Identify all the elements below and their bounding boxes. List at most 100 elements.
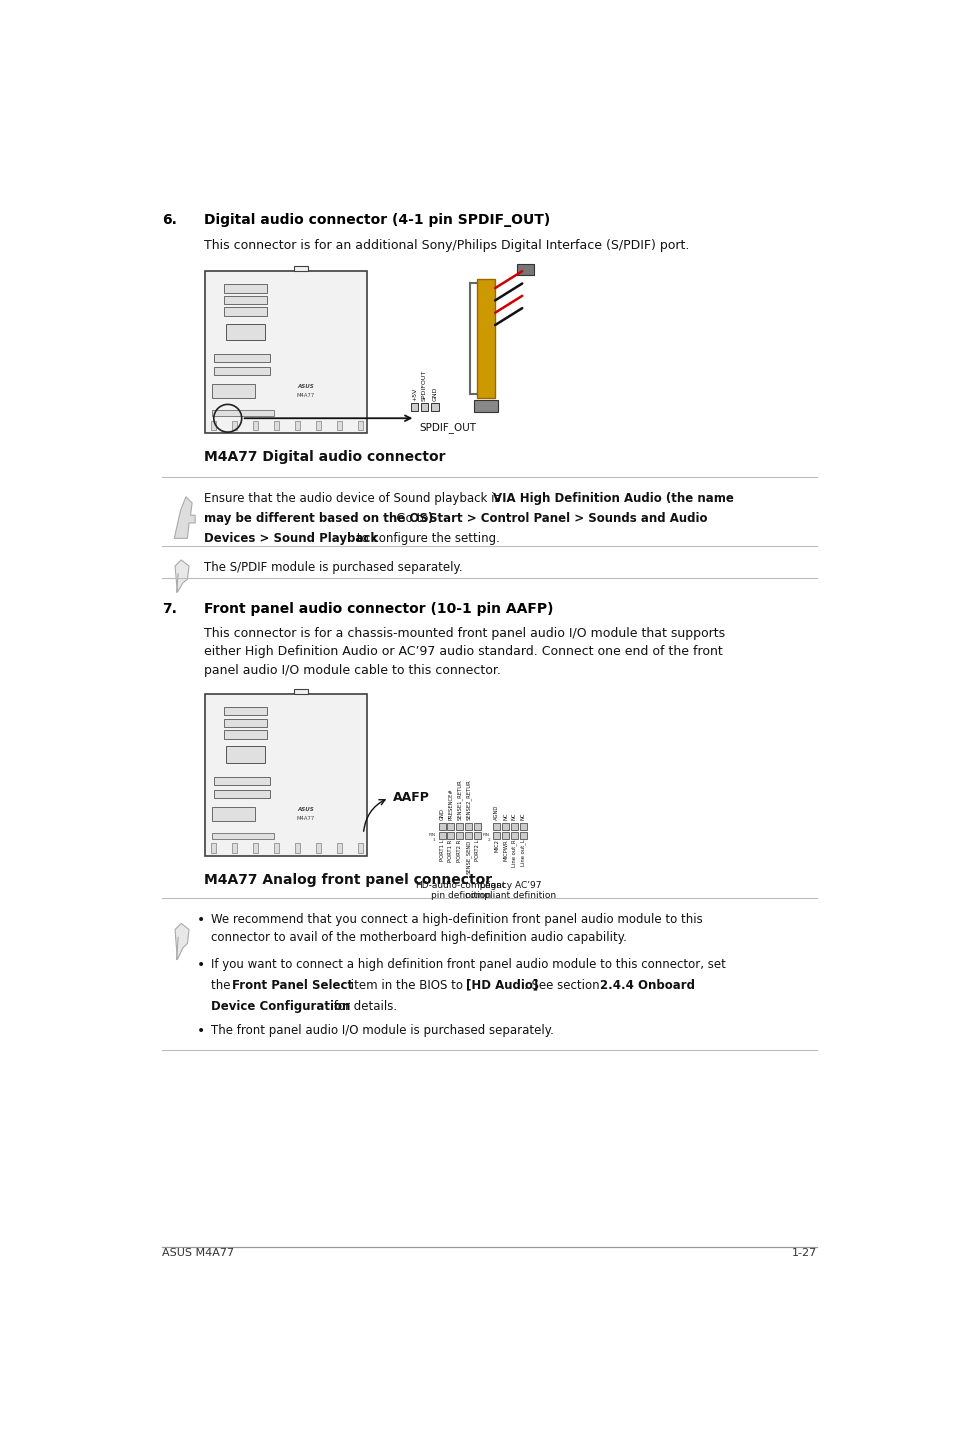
Bar xyxy=(253,421,258,430)
Text: 7.: 7. xyxy=(162,601,176,616)
Text: PORT2 R: PORT2 R xyxy=(456,839,462,862)
Bar xyxy=(511,832,517,839)
Bar xyxy=(294,266,308,271)
Text: •: • xyxy=(196,958,205,972)
Bar xyxy=(501,832,509,839)
Text: HD-audio-compliant
pin definition: HD-audio-compliant pin definition xyxy=(416,881,505,901)
Text: PIN: PIN xyxy=(482,833,490,838)
Text: ASUS: ASUS xyxy=(296,384,314,390)
Text: GND: GND xyxy=(439,808,444,821)
Text: PORT1 L: PORT1 L xyxy=(439,839,444,861)
Bar xyxy=(212,384,254,398)
Bar xyxy=(274,421,279,430)
Text: •: • xyxy=(196,914,205,928)
Bar xyxy=(517,265,534,275)
Text: ASUS: ASUS xyxy=(296,806,314,812)
Text: Digital audio connector (4-1 pin SPDIF_OUT): Digital audio connector (4-1 pin SPDIF_O… xyxy=(204,213,550,228)
Text: MIC2: MIC2 xyxy=(494,839,498,852)
Bar xyxy=(474,823,480,829)
Text: PORT1 R: PORT1 R xyxy=(448,839,453,862)
Text: NC: NC xyxy=(512,813,517,821)
Text: for details.: for details. xyxy=(330,1000,396,1012)
Bar xyxy=(447,832,454,839)
Bar xyxy=(232,843,237,852)
Text: [HD Audio]: [HD Audio] xyxy=(465,979,537,992)
Text: GND: GND xyxy=(432,387,436,401)
Text: M4A77: M4A77 xyxy=(296,816,314,821)
Text: may be different based on the OS): may be different based on the OS) xyxy=(204,513,434,526)
Bar xyxy=(465,832,472,839)
Text: PIN: PIN xyxy=(428,833,435,838)
Text: VIA High Definition Audio (the name: VIA High Definition Audio (the name xyxy=(493,493,733,505)
Bar xyxy=(336,843,342,852)
Text: Line out_L: Line out_L xyxy=(520,839,526,866)
Bar xyxy=(474,832,480,839)
Bar xyxy=(410,402,418,411)
Bar xyxy=(438,832,445,839)
Text: Front Panel Select: Front Panel Select xyxy=(233,979,354,992)
Bar xyxy=(211,843,216,852)
Bar xyxy=(294,843,300,852)
Bar xyxy=(438,823,445,829)
Text: AAFP: AAFP xyxy=(393,792,429,805)
Bar xyxy=(493,823,499,829)
Bar xyxy=(226,324,265,341)
Bar xyxy=(224,296,266,304)
Bar xyxy=(213,790,270,798)
Text: MICPWR: MICPWR xyxy=(502,839,508,861)
Bar xyxy=(211,421,216,430)
Bar xyxy=(420,402,428,411)
Bar xyxy=(465,823,472,829)
Bar xyxy=(476,279,495,398)
Bar xyxy=(213,368,270,375)
Text: PORT2 L: PORT2 L xyxy=(475,839,479,861)
Bar xyxy=(357,843,363,852)
Bar xyxy=(274,843,279,852)
Bar xyxy=(493,832,499,839)
Bar xyxy=(431,402,438,411)
Text: Front panel audio connector (10-1 pin AAFP): Front panel audio connector (10-1 pin AA… xyxy=(204,601,554,616)
Text: SENSE1_RETUR: SENSE1_RETUR xyxy=(456,779,462,821)
Bar xyxy=(213,778,270,785)
Text: The front panel audio I/O module is purchased separately.: The front panel audio I/O module is purc… xyxy=(211,1024,553,1037)
Bar xyxy=(474,400,497,412)
Bar xyxy=(315,421,321,430)
Text: the: the xyxy=(211,979,233,992)
Text: 6.: 6. xyxy=(162,213,176,228)
Bar xyxy=(212,808,254,821)
Bar xyxy=(336,421,342,430)
Text: ASUS M4A77: ASUS M4A77 xyxy=(162,1247,233,1257)
Text: AGND: AGND xyxy=(494,805,498,821)
Bar xyxy=(456,832,463,839)
Text: . Go to: . Go to xyxy=(389,513,432,526)
Bar xyxy=(232,421,237,430)
Text: 2.4.4 Onboard: 2.4.4 Onboard xyxy=(599,979,694,992)
Bar xyxy=(357,421,363,430)
Text: PRESENCE#: PRESENCE# xyxy=(448,789,453,821)
Bar xyxy=(456,823,463,829)
Bar xyxy=(224,285,266,292)
Text: NC: NC xyxy=(502,813,508,821)
Bar xyxy=(501,823,509,829)
Text: If you want to connect a high definition front panel audio module to this connec: If you want to connect a high definition… xyxy=(211,958,725,971)
Text: item in the BIOS to: item in the BIOS to xyxy=(347,979,466,992)
Bar xyxy=(204,271,367,432)
Bar xyxy=(212,832,274,839)
Bar xyxy=(447,823,454,829)
Text: M4A77: M4A77 xyxy=(296,394,314,398)
Text: NC: NC xyxy=(520,813,525,821)
Text: SENSE2_RETUR: SENSE2_RETUR xyxy=(465,779,471,821)
Bar xyxy=(294,421,300,430)
Text: This connector is for an additional Sony/Philips Digital Interface (S/PDIF) port: This connector is for an additional Sony… xyxy=(204,239,689,252)
Text: +5V: +5V xyxy=(412,388,416,401)
Text: 1-27: 1-27 xyxy=(791,1247,816,1257)
Bar xyxy=(519,832,526,839)
Text: Legacy AC’97
compliant definition: Legacy AC’97 compliant definition xyxy=(465,881,556,901)
Bar xyxy=(212,410,274,415)
Text: M4A77 Analog front panel connector: M4A77 Analog front panel connector xyxy=(204,872,492,886)
Text: Line out_R: Line out_R xyxy=(511,839,517,866)
Polygon shape xyxy=(174,924,189,959)
Text: •: • xyxy=(196,1024,205,1038)
Bar xyxy=(511,823,517,829)
Text: Ensure that the audio device of Sound playback is: Ensure that the audio device of Sound pl… xyxy=(204,493,504,505)
